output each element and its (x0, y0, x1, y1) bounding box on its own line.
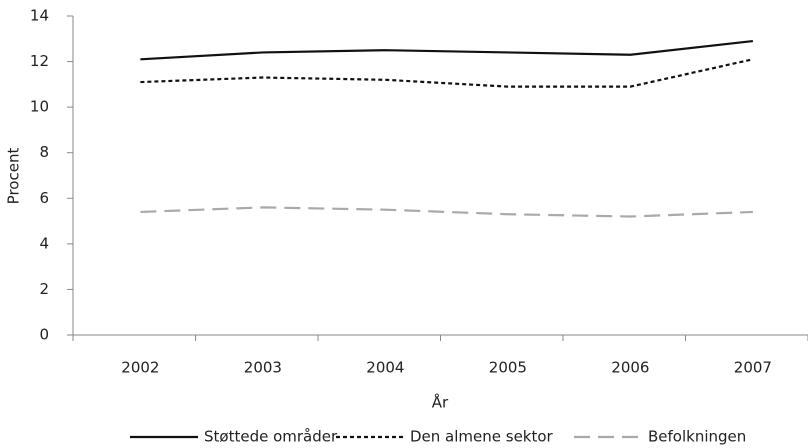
series-line (140, 206, 753, 218)
x-axis-title: År (432, 393, 449, 412)
y-tick-label: 0 (39, 326, 49, 344)
y-tick-label: 12 (30, 52, 49, 70)
series-line (140, 39, 753, 61)
x-tick-label: 2003 (244, 359, 282, 377)
y-tick-label: 4 (39, 234, 49, 252)
x-tick-label: 2006 (611, 359, 649, 377)
legend-label: Den almene sektor (410, 428, 554, 446)
y-tick-label: 10 (30, 98, 49, 116)
x-tick-label: 2005 (489, 359, 527, 377)
x-tick-label: 2007 (734, 359, 772, 377)
legend-label: Støttede områder (204, 428, 338, 446)
x-tick-label: 2002 (121, 359, 159, 377)
y-tick-label: 6 (39, 189, 49, 207)
series-line (140, 58, 754, 88)
y-tick-label: 8 (39, 143, 49, 161)
y-axis-title: Procent (5, 148, 23, 205)
y-tick-label: 14 (30, 7, 49, 25)
legend-label: Befolkningen (648, 428, 746, 446)
y-tick-label: 2 (39, 280, 49, 298)
x-tick-label: 2004 (366, 359, 404, 377)
